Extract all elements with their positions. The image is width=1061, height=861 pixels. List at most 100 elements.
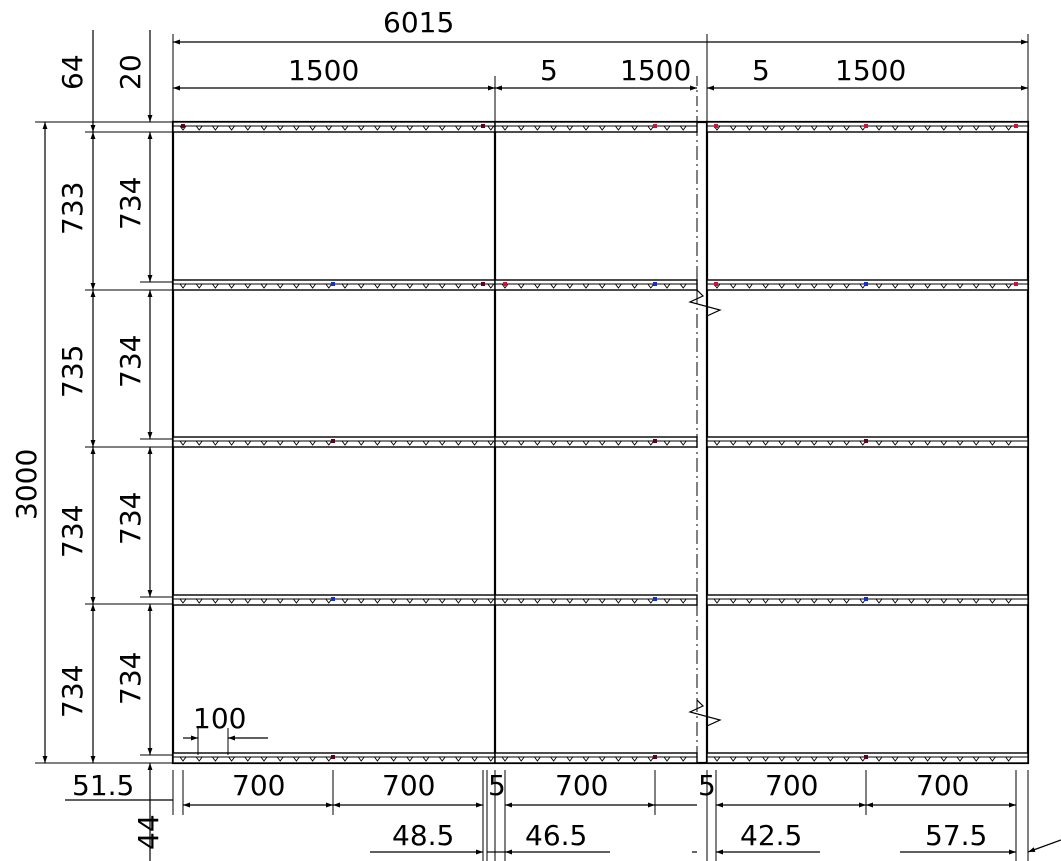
perforation bbox=[422, 125, 430, 131]
perforation bbox=[794, 440, 802, 446]
perforation bbox=[455, 440, 462, 446]
perforation bbox=[244, 283, 252, 289]
perforation bbox=[195, 598, 203, 604]
perforation bbox=[195, 125, 203, 131]
perforation bbox=[438, 756, 446, 762]
marker bbox=[714, 282, 718, 286]
perforation bbox=[179, 440, 187, 446]
perforation bbox=[891, 440, 899, 446]
perforation bbox=[972, 756, 980, 762]
perforation bbox=[762, 598, 769, 604]
bottom-spacing-label-2: 700 bbox=[382, 769, 435, 802]
perforation bbox=[615, 440, 622, 446]
perforation bbox=[390, 440, 397, 446]
marker bbox=[331, 282, 335, 286]
bottom-spacing-label-4: 700 bbox=[765, 769, 818, 802]
marker bbox=[653, 755, 657, 759]
marker bbox=[181, 124, 185, 128]
left-height-label-4: 734 bbox=[56, 665, 89, 718]
perforation bbox=[891, 125, 899, 131]
bottom-spacing-label-3: 700 bbox=[555, 769, 608, 802]
perforation bbox=[195, 756, 203, 762]
perforation bbox=[244, 598, 252, 604]
perforation bbox=[517, 756, 525, 762]
perforation bbox=[406, 756, 414, 762]
perforation bbox=[778, 283, 786, 289]
perforation bbox=[956, 598, 964, 604]
perforation bbox=[487, 756, 495, 762]
perforation bbox=[729, 756, 737, 762]
perforation bbox=[357, 283, 365, 289]
bottom-end-label-1: 48.5 bbox=[392, 819, 454, 852]
perforation bbox=[924, 598, 931, 604]
perforation bbox=[390, 125, 397, 131]
perforation bbox=[1005, 125, 1012, 131]
perforation bbox=[956, 756, 964, 762]
perforation bbox=[827, 283, 834, 289]
perforation bbox=[631, 283, 638, 289]
bottom-spacing-label-5: 700 bbox=[916, 769, 969, 802]
perforation bbox=[212, 756, 219, 762]
perforation bbox=[293, 598, 300, 604]
marker bbox=[653, 439, 657, 443]
perforation bbox=[566, 598, 574, 604]
beam bbox=[494, 279, 698, 291]
perforation bbox=[598, 125, 606, 131]
perforation bbox=[212, 125, 219, 131]
perforation bbox=[517, 283, 525, 289]
perforation bbox=[455, 125, 462, 131]
perforation bbox=[471, 756, 478, 762]
gap-label-1: 5 bbox=[540, 54, 558, 87]
perforation bbox=[989, 125, 996, 131]
perforation bbox=[357, 756, 365, 762]
perforation bbox=[228, 440, 235, 446]
marker bbox=[653, 597, 657, 601]
inner-height-label-2: 734 bbox=[114, 335, 147, 388]
perforation bbox=[260, 283, 268, 289]
perforation bbox=[908, 283, 915, 289]
gap-label-2: 5 bbox=[752, 54, 770, 87]
perforation bbox=[438, 125, 446, 131]
perforation bbox=[989, 440, 996, 446]
perforation bbox=[471, 283, 478, 289]
perforation bbox=[550, 283, 557, 289]
perforation bbox=[810, 440, 818, 446]
bottom-dimensions: 51.5 700 700 5 700 5 700 700 48.5 46.5 4… bbox=[65, 769, 1061, 861]
perforation bbox=[325, 598, 333, 604]
perforation bbox=[325, 756, 333, 762]
marker bbox=[714, 124, 718, 128]
perforation bbox=[843, 283, 850, 289]
perforation bbox=[729, 125, 737, 131]
perforation bbox=[843, 598, 850, 604]
perforation bbox=[550, 125, 557, 131]
perforation bbox=[212, 283, 219, 289]
perforation bbox=[908, 598, 915, 604]
perforation bbox=[972, 598, 980, 604]
perforation bbox=[487, 283, 495, 289]
perforation bbox=[244, 756, 252, 762]
perforation bbox=[260, 756, 268, 762]
perforation bbox=[663, 440, 671, 446]
perforation bbox=[422, 756, 430, 762]
perforation bbox=[972, 125, 980, 131]
perforation bbox=[679, 440, 687, 446]
perforation bbox=[956, 125, 964, 131]
panel-width-label-2: 1500 bbox=[620, 54, 691, 87]
perforation bbox=[794, 598, 802, 604]
beam bbox=[172, 121, 496, 133]
perforation bbox=[566, 125, 574, 131]
perforation bbox=[615, 756, 622, 762]
perforation bbox=[438, 440, 446, 446]
perforation bbox=[713, 756, 721, 762]
perforation bbox=[972, 440, 980, 446]
perforation bbox=[631, 440, 638, 446]
perforation bbox=[778, 756, 786, 762]
perforation bbox=[341, 283, 349, 289]
perforation bbox=[794, 125, 802, 131]
perforation bbox=[924, 756, 931, 762]
perforation bbox=[729, 598, 737, 604]
perforation bbox=[598, 440, 606, 446]
perforation bbox=[582, 283, 590, 289]
perforation bbox=[598, 598, 606, 604]
top-offset-64-label: 64 bbox=[56, 54, 89, 90]
